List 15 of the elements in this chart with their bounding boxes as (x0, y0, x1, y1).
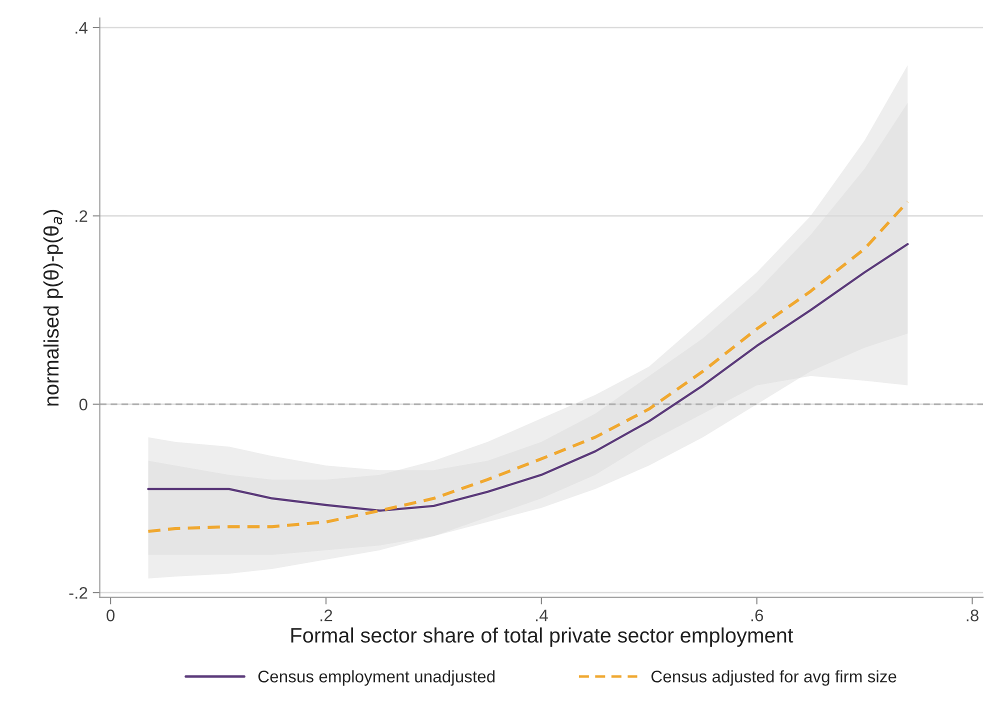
x-tick-label: .2 (320, 610, 332, 622)
y-tick-label: .2 (76, 210, 88, 222)
y-tick-label: 0 (79, 398, 88, 410)
y-tick-label: -.2 (69, 586, 88, 599)
line-series (146, 200, 910, 533)
legend-label: Census adjusted for avg firm size (651, 670, 896, 686)
x-tick-label: .6 (751, 610, 764, 622)
x-axis-title: Formal sector share of total private sector employment (291, 627, 794, 647)
x-tick-label: .8 (966, 610, 978, 622)
x-tick-label: 0 (106, 610, 115, 622)
legend-label: Census employment unadjusted (258, 670, 495, 686)
x-tick-label: .4 (536, 610, 548, 622)
y-tick-label: .4 (76, 22, 88, 34)
line-series (147, 243, 909, 512)
y-axis-title: normalised p(θ)-p(θ$_{a}$) (43, 210, 63, 406)
